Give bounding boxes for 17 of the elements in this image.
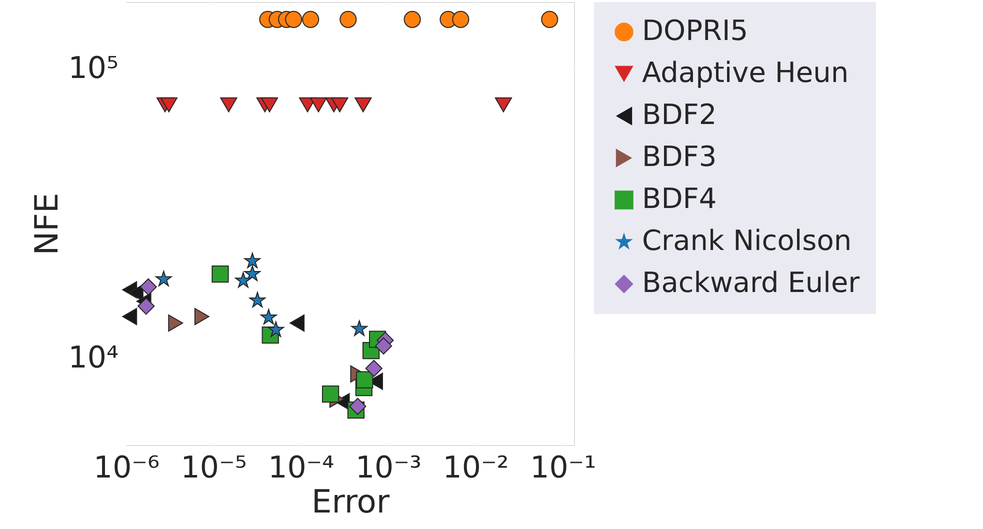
x-tick-label: 10⁻⁶	[93, 450, 160, 486]
x-axis-title: Error	[312, 482, 390, 520]
legend-label: Crank Nicolson	[642, 224, 852, 257]
x-tick-label: 10⁻¹	[530, 450, 596, 486]
x-tick-label: 10⁻⁵	[180, 450, 247, 486]
legend-label: DOPRI5	[642, 14, 748, 47]
legend-label: BDF3	[642, 140, 717, 173]
legend-label: BDF2	[642, 98, 717, 131]
x-tick-label: 10⁻³	[355, 450, 422, 486]
y-tick-label: 10⁵	[68, 51, 118, 86]
x-tick-label: 10⁻⁴	[268, 450, 334, 486]
legend-label: BDF4	[642, 182, 717, 215]
x-tick-label: 10⁻²	[442, 450, 509, 486]
legend-label: Backward Euler	[642, 266, 860, 299]
y-tick-label: 10⁴	[68, 340, 118, 376]
y-axis-title: NFE	[27, 192, 66, 256]
legend-label: Adaptive Heun	[642, 56, 849, 89]
